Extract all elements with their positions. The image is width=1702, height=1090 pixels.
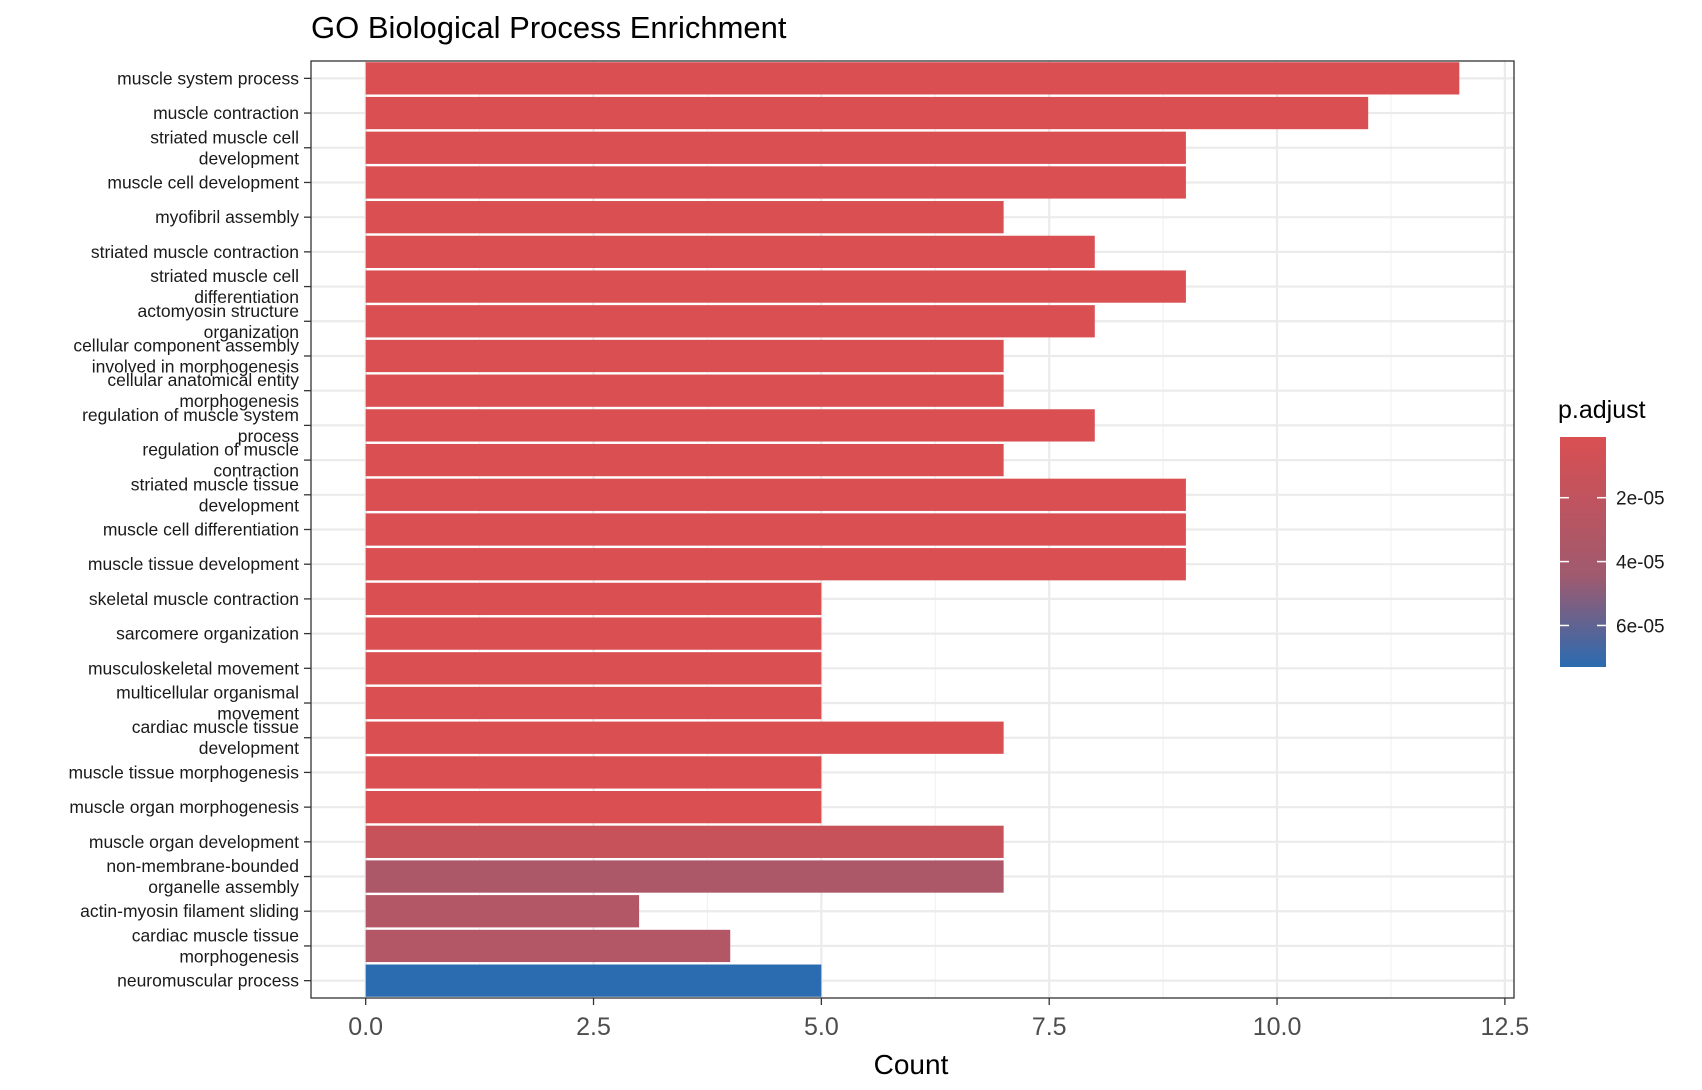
x-tick-label: 7.5 xyxy=(1032,1013,1067,1041)
category-label: muscle cell differentiation xyxy=(103,520,299,540)
category-label: regulation of muscle xyxy=(142,440,299,460)
category-label: skeletal muscle contraction xyxy=(89,589,299,609)
category-label: muscle system process xyxy=(117,68,299,88)
legend-title: p.adjust xyxy=(1558,396,1646,424)
bar xyxy=(365,860,1004,893)
bar xyxy=(365,964,822,997)
category-label: muscle tissue morphogenesis xyxy=(68,762,299,782)
bar xyxy=(365,235,1095,269)
category-label: organization xyxy=(204,322,299,342)
category-label: movement xyxy=(217,704,299,724)
category-label: multicellular organismal xyxy=(116,683,299,703)
x-tick-label: 2.5 xyxy=(576,1013,611,1041)
x-tick-label: 5.0 xyxy=(804,1013,839,1041)
category-label: striated muscle cell xyxy=(150,266,299,286)
bar xyxy=(365,305,1095,338)
category-label: cellular component assembly xyxy=(73,335,299,355)
category-labels: muscle system process muscle contraction s… xyxy=(68,68,311,991)
category-label: muscle cell development xyxy=(107,172,299,192)
legend-colorbar xyxy=(1560,437,1606,667)
category-label: development xyxy=(199,738,299,758)
category-label: morphogenesis xyxy=(179,391,299,411)
category-label: differentiation xyxy=(194,287,299,307)
bar xyxy=(365,582,822,616)
x-axis-title: Count xyxy=(874,1049,949,1080)
bar xyxy=(365,409,1095,442)
bar xyxy=(365,721,1004,754)
category-label: actin-myosin filament sliding xyxy=(80,901,299,921)
bar xyxy=(365,96,1369,130)
category-label: striated muscle tissue xyxy=(131,474,299,494)
category-label: morphogenesis xyxy=(179,946,299,966)
category-label: muscle contraction xyxy=(153,103,299,123)
legend-tick-label: 2e-05 xyxy=(1616,489,1665,510)
bar xyxy=(365,686,822,720)
bar xyxy=(365,166,1186,199)
category-label: muscle tissue development xyxy=(88,554,299,574)
x-tick-labels: 0.0 2.5 5.0 7.5 10.0 12.5 xyxy=(348,998,1529,1041)
category-label: striated muscle cell xyxy=(150,127,299,147)
x-tick-label: 0.0 xyxy=(348,1013,383,1041)
bar xyxy=(365,339,1004,373)
category-label: process xyxy=(238,426,300,446)
bar xyxy=(365,652,822,685)
bar xyxy=(365,443,1004,477)
category-label: neuromuscular process xyxy=(117,971,299,991)
bar xyxy=(365,478,1186,511)
category-label: sarcomere organization xyxy=(116,624,299,644)
category-label: cardiac muscle tissue xyxy=(132,925,299,945)
bar xyxy=(365,929,731,963)
bar xyxy=(365,790,822,824)
bar xyxy=(365,825,1004,858)
bar xyxy=(365,513,1186,546)
bar xyxy=(365,62,1460,95)
x-tick-label: 10.0 xyxy=(1253,1013,1302,1041)
category-label: cellular anatomical entity xyxy=(107,370,299,390)
category-label: myofibril assembly xyxy=(155,207,299,227)
x-tick-label: 12.5 xyxy=(1481,1013,1530,1041)
category-label: development xyxy=(199,495,299,515)
color-legend: p.adjust 2e-05 4e-05 6e-05 xyxy=(1558,396,1665,667)
category-label: muscle organ development xyxy=(89,832,299,852)
category-label: development xyxy=(199,148,299,168)
category-label: musculoskeletal movement xyxy=(88,658,299,678)
category-label: non-membrane-bounded xyxy=(106,856,299,876)
category-label: regulation of muscle system xyxy=(82,405,299,425)
bar xyxy=(365,895,640,928)
category-label: muscle organ morphogenesis xyxy=(69,797,299,817)
chart-title: GO Biological Process Enrichment xyxy=(311,10,787,45)
bar xyxy=(365,548,1186,581)
bar xyxy=(365,201,1004,234)
bar xyxy=(365,617,822,650)
bar-layer xyxy=(365,62,1460,997)
legend-ticks: 2e-05 4e-05 6e-05 xyxy=(1560,489,1665,637)
legend-tick-label: 6e-05 xyxy=(1616,616,1665,637)
legend-tick-label: 4e-05 xyxy=(1616,553,1665,574)
bar xyxy=(365,131,1186,164)
category-label: contraction xyxy=(213,461,299,481)
category-label: cardiac muscle tissue xyxy=(132,717,299,737)
category-label: striated muscle contraction xyxy=(91,242,299,262)
bar xyxy=(365,756,822,789)
bar xyxy=(365,270,1186,303)
category-label: actomyosin structure xyxy=(138,301,299,321)
category-label: organelle assembly xyxy=(148,877,299,897)
bar xyxy=(365,374,1004,407)
category-label: involved in morphogenesis xyxy=(92,356,299,376)
